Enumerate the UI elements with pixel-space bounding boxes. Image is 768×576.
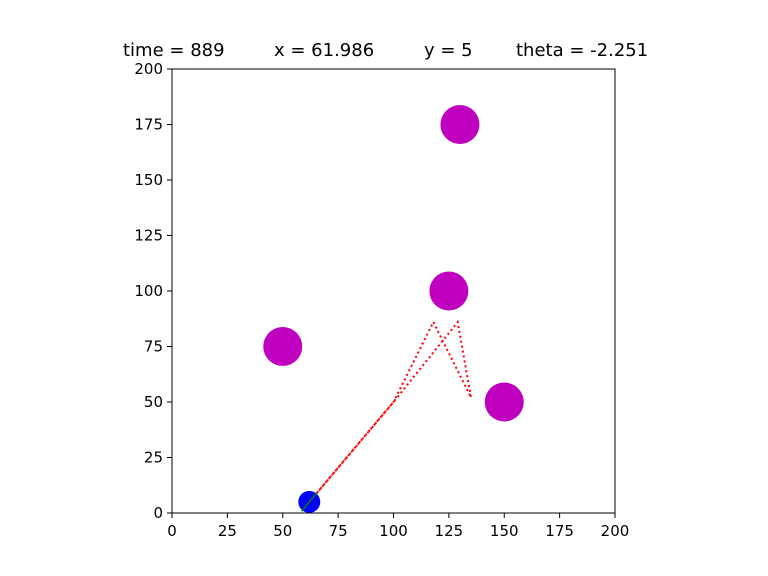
y-tick-label: 0 xyxy=(153,504,163,522)
x-tick-label: 150 xyxy=(490,522,519,540)
y-tick-label: 25 xyxy=(144,449,163,467)
trajectory-path xyxy=(308,319,473,503)
y-tick-label: 50 xyxy=(144,393,163,411)
robot-heading-line xyxy=(308,492,318,503)
x-tick-label: 100 xyxy=(379,522,408,540)
y-tick-label: 175 xyxy=(134,116,163,134)
x-tick-label: 0 xyxy=(167,522,177,540)
x-tick-label: 200 xyxy=(601,522,630,540)
obstacle-circle xyxy=(429,271,469,311)
obstacle-circle xyxy=(440,105,480,144)
title-y: y = 5 xyxy=(424,40,473,61)
plot-title: time = 889 x = 61.986 y = 5 theta = -2.2… xyxy=(0,40,768,64)
robot-heading-line xyxy=(301,501,310,512)
x-tick-label: 175 xyxy=(545,522,574,540)
title-theta: theta = -2.251 xyxy=(516,40,649,61)
x-tick-label: 125 xyxy=(435,522,464,540)
y-tick-label: 100 xyxy=(134,282,163,300)
x-tick-label: 50 xyxy=(273,522,292,540)
x-tick-label: 75 xyxy=(329,522,348,540)
title-time: time = 889 xyxy=(123,40,225,61)
plot-frame xyxy=(171,68,616,514)
x-tick-label: 25 xyxy=(218,522,237,540)
obstacle-circle xyxy=(484,382,524,422)
title-x: x = 61.986 xyxy=(274,40,375,61)
y-tick-label: 150 xyxy=(134,171,163,189)
y-tick-label: 125 xyxy=(134,227,163,245)
y-tick-label: 200 xyxy=(134,60,163,78)
obstacle-circle xyxy=(263,327,303,366)
y-tick-label: 75 xyxy=(144,338,163,356)
